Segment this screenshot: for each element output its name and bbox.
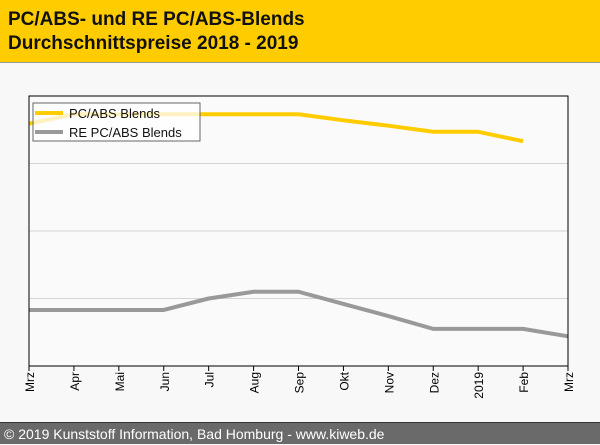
series-line-2 xyxy=(29,289,569,339)
x-tick-label: Jun xyxy=(158,372,172,391)
x-tick-label: Mrz xyxy=(23,372,37,392)
x-tick-label: Mrz xyxy=(562,372,576,392)
x-tick-label: Dez xyxy=(427,372,441,393)
x-tick-label: Feb xyxy=(517,372,531,393)
chart-title: PC/ABS- und RE PC/ABS-Blends xyxy=(8,9,305,30)
x-tick-label: Aug xyxy=(248,372,262,393)
legend-label: RE PC/ABS Blends xyxy=(69,125,182,140)
x-tick-label: Mai xyxy=(113,372,127,391)
x-tick-label: 2019 xyxy=(472,372,486,399)
legend-label: PC/ABS Blends xyxy=(69,106,161,121)
header: PC/ABS- und RE PC/ABS-Blends Durchschnit… xyxy=(0,0,600,63)
legend xyxy=(32,102,201,142)
x-tick-label: Okt xyxy=(337,371,351,390)
footer-copyright: © 2019 Kunststoff Information, Bad Hombu… xyxy=(0,422,600,444)
x-tick-label: Sep xyxy=(293,372,307,394)
x-tick-label: Nov xyxy=(382,372,396,393)
chart-subtitle: Durchschnittspreise 2018 - 2019 xyxy=(8,33,299,54)
x-tick-label: Apr xyxy=(68,372,82,391)
x-tick-label: Jul xyxy=(203,372,217,387)
